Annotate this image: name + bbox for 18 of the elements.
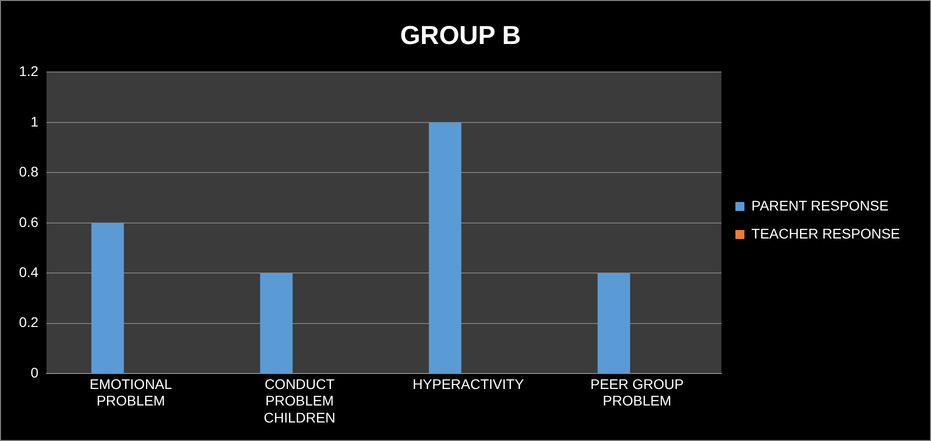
y-tick-label: 0.4 [18,264,39,280]
y-tick-label: 0.8 [18,164,39,180]
legend-label: PARENT RESPONSE [751,197,889,214]
x-tick-label: PEER GROUP PROBLEM [590,376,684,409]
x-tick-label: CONDUCT PROBLEM CHILDREN [264,376,336,426]
bar [598,273,630,374]
legend-label: TEACHER RESPONSE [751,225,900,242]
x-tick-label: HYPERACTIVITY [412,376,525,392]
y-tick-label: 1.2 [18,63,39,80]
bar [428,122,462,374]
y-tick-label: 0 [30,364,39,380]
y-tick-label: 0.2 [18,314,39,330]
chart-title: GROUP B [400,20,521,50]
bar [260,273,293,374]
bar [91,222,124,374]
x-tick-label: EMOTIONAL PROBLEM [90,376,172,409]
y-tick-label: 0.6 [18,214,39,230]
y-tick-label: 1 [30,113,39,130]
